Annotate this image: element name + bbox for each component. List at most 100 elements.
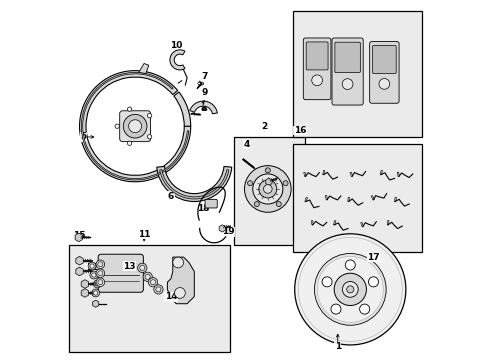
Circle shape xyxy=(93,291,98,295)
Circle shape xyxy=(317,256,383,322)
Bar xyxy=(322,170,324,175)
FancyBboxPatch shape xyxy=(98,254,143,292)
Circle shape xyxy=(342,79,352,89)
Text: 9: 9 xyxy=(202,87,208,96)
Circle shape xyxy=(150,280,155,285)
Wedge shape xyxy=(189,101,217,114)
Circle shape xyxy=(265,168,270,173)
Circle shape xyxy=(330,304,340,314)
Bar xyxy=(310,220,313,225)
Text: 13: 13 xyxy=(123,262,136,271)
Circle shape xyxy=(115,124,119,129)
Circle shape xyxy=(276,202,281,207)
Text: 8: 8 xyxy=(200,104,206,113)
Circle shape xyxy=(140,265,144,270)
FancyBboxPatch shape xyxy=(372,45,395,73)
FancyBboxPatch shape xyxy=(303,38,330,100)
Circle shape xyxy=(147,135,151,139)
Bar xyxy=(370,195,373,200)
FancyBboxPatch shape xyxy=(331,38,363,105)
Bar xyxy=(303,172,305,177)
Circle shape xyxy=(294,234,405,345)
Circle shape xyxy=(378,78,389,89)
Text: 5: 5 xyxy=(80,132,86,141)
Circle shape xyxy=(252,174,282,204)
Circle shape xyxy=(92,273,96,277)
Circle shape xyxy=(90,271,98,279)
Text: 6: 6 xyxy=(167,192,174,201)
Bar xyxy=(292,144,421,252)
Bar xyxy=(233,137,305,244)
Text: 19: 19 xyxy=(222,228,234,237)
Bar xyxy=(325,195,327,200)
Bar xyxy=(333,220,335,225)
FancyBboxPatch shape xyxy=(334,42,360,73)
Text: 2: 2 xyxy=(261,122,267,131)
Text: 7: 7 xyxy=(202,72,208,81)
Circle shape xyxy=(283,181,287,186)
Text: 12: 12 xyxy=(86,264,98,273)
Wedge shape xyxy=(81,72,188,180)
Circle shape xyxy=(258,180,276,198)
Circle shape xyxy=(127,141,131,145)
Text: 10: 10 xyxy=(170,41,182,50)
Circle shape xyxy=(142,272,152,282)
Bar xyxy=(386,220,388,225)
Text: 4: 4 xyxy=(243,140,249,149)
Circle shape xyxy=(96,278,104,287)
Text: 1: 1 xyxy=(334,342,340,351)
Circle shape xyxy=(359,304,369,314)
Circle shape xyxy=(172,257,183,268)
Text: 3: 3 xyxy=(271,181,278,190)
Circle shape xyxy=(346,286,353,293)
Bar xyxy=(360,222,363,227)
Wedge shape xyxy=(80,71,190,182)
FancyBboxPatch shape xyxy=(369,41,398,103)
Circle shape xyxy=(333,273,366,306)
Bar xyxy=(394,197,396,202)
Circle shape xyxy=(368,277,378,287)
Circle shape xyxy=(123,114,147,138)
Circle shape xyxy=(88,262,96,270)
Circle shape xyxy=(147,113,151,118)
Circle shape xyxy=(342,282,357,297)
Polygon shape xyxy=(167,257,194,304)
Circle shape xyxy=(92,289,100,297)
Circle shape xyxy=(314,253,386,325)
Text: 15: 15 xyxy=(73,231,85,240)
FancyBboxPatch shape xyxy=(204,199,217,208)
Circle shape xyxy=(137,263,147,273)
Text: 16: 16 xyxy=(293,126,305,135)
Circle shape xyxy=(128,120,142,133)
Circle shape xyxy=(153,285,163,294)
Polygon shape xyxy=(139,63,148,73)
Text: 14: 14 xyxy=(164,292,177,301)
Wedge shape xyxy=(160,170,228,199)
Wedge shape xyxy=(173,92,190,126)
Circle shape xyxy=(93,280,101,288)
Circle shape xyxy=(254,202,259,207)
Text: 17: 17 xyxy=(366,253,379,262)
Bar xyxy=(379,170,382,175)
Circle shape xyxy=(127,107,131,111)
FancyBboxPatch shape xyxy=(120,111,150,141)
Circle shape xyxy=(247,181,252,186)
Bar xyxy=(304,197,307,202)
Bar xyxy=(69,244,230,352)
Text: 18: 18 xyxy=(197,204,209,213)
Bar xyxy=(347,197,349,202)
Circle shape xyxy=(311,75,322,86)
Circle shape xyxy=(95,282,100,286)
Bar xyxy=(349,172,352,177)
Circle shape xyxy=(263,185,271,193)
Circle shape xyxy=(148,278,158,287)
Circle shape xyxy=(345,260,355,270)
Circle shape xyxy=(145,274,150,279)
Text: 11: 11 xyxy=(138,230,150,239)
Circle shape xyxy=(322,277,331,287)
Wedge shape xyxy=(157,166,231,202)
Circle shape xyxy=(174,288,185,298)
Circle shape xyxy=(96,269,104,278)
Wedge shape xyxy=(169,50,184,70)
Circle shape xyxy=(156,287,161,292)
